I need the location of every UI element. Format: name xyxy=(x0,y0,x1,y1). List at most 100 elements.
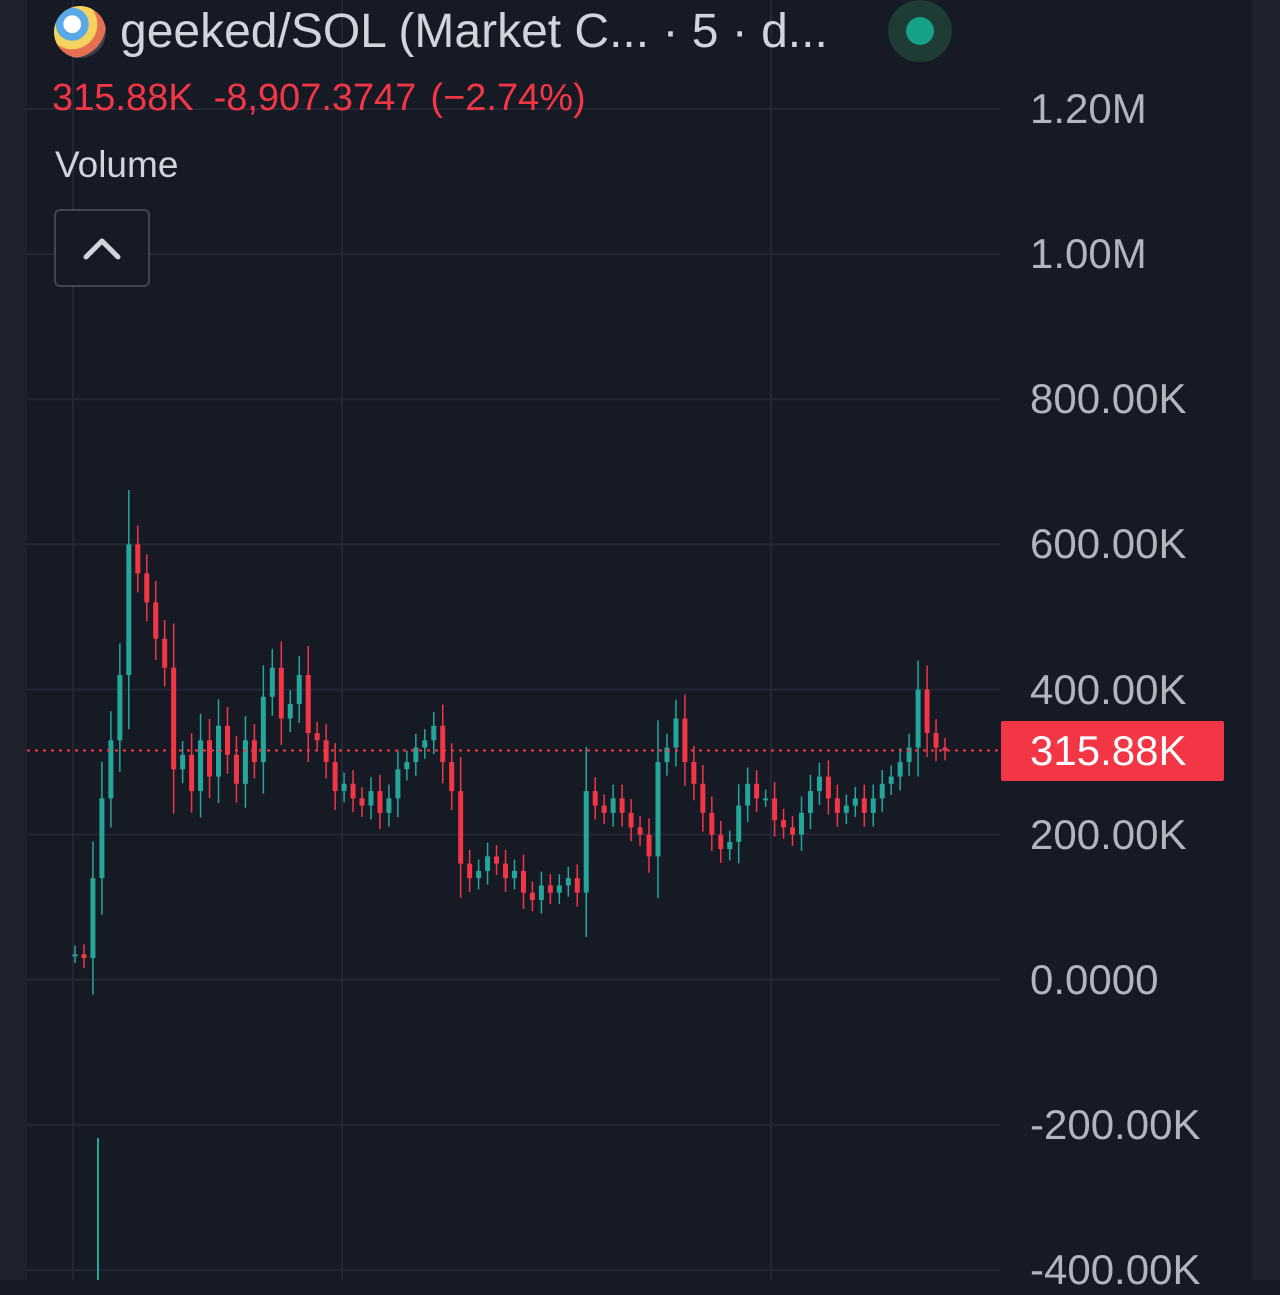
candle xyxy=(305,645,311,763)
candle xyxy=(467,849,473,892)
candle xyxy=(449,743,455,810)
candle xyxy=(888,765,894,796)
ohlc-legend: 315.88K -8,907.3747 (−2.74%) xyxy=(52,70,606,126)
candle xyxy=(583,746,589,937)
candle xyxy=(99,761,105,915)
candle xyxy=(556,874,562,904)
candle xyxy=(529,881,535,912)
candle xyxy=(81,944,87,968)
candle xyxy=(207,718,213,798)
candle xyxy=(198,713,204,818)
token-avatar-icon xyxy=(54,6,106,58)
candle xyxy=(108,711,114,828)
candle xyxy=(637,816,643,846)
candle xyxy=(404,750,410,781)
candle xyxy=(350,770,356,813)
candle xyxy=(538,871,544,914)
candle xyxy=(673,699,679,767)
candle xyxy=(700,764,706,832)
candle xyxy=(314,721,320,752)
candle xyxy=(278,641,284,746)
candle xyxy=(153,581,159,661)
candle xyxy=(906,733,912,776)
candle xyxy=(646,818,652,873)
candle xyxy=(861,784,867,827)
price-axis-label: 800.00K xyxy=(1030,375,1187,423)
candle xyxy=(915,660,921,777)
candle xyxy=(781,808,787,839)
price-axis-label: 600.00K xyxy=(1030,520,1187,568)
candle xyxy=(162,619,168,687)
candle xyxy=(520,854,526,910)
candle xyxy=(565,866,571,897)
candle xyxy=(368,777,374,820)
legend-change-percent: (−2.74%) xyxy=(430,77,586,119)
candle xyxy=(834,784,840,827)
candle xyxy=(843,794,849,825)
candle xyxy=(691,745,697,801)
candle xyxy=(233,735,239,803)
price-axis-label: 200.00K xyxy=(1030,810,1187,858)
candle xyxy=(592,777,598,820)
candle xyxy=(763,789,769,808)
price-axis-label: 0.0000 xyxy=(1030,955,1159,1003)
candle xyxy=(736,784,742,864)
candle xyxy=(422,729,428,759)
candle xyxy=(664,733,670,776)
left-edge-panel xyxy=(0,0,27,1280)
candle xyxy=(772,782,778,837)
candle xyxy=(135,525,141,593)
candle xyxy=(494,845,500,875)
candle xyxy=(458,756,464,898)
right-edge-panel xyxy=(1252,0,1280,1280)
candle xyxy=(924,665,930,757)
candle xyxy=(126,489,132,730)
candle xyxy=(745,767,751,822)
candle xyxy=(628,799,634,842)
legend-change: -8,907.3747 xyxy=(213,77,417,119)
candle xyxy=(395,750,401,818)
candle xyxy=(332,743,338,810)
candle xyxy=(251,723,257,779)
collapse-legend-button[interactable] xyxy=(54,209,150,287)
candle xyxy=(754,770,760,813)
candle xyxy=(790,816,796,846)
candle xyxy=(269,648,275,716)
candle xyxy=(852,787,858,817)
candle xyxy=(879,770,885,813)
last-price-tag: 315.88K xyxy=(1001,721,1224,781)
candle xyxy=(511,859,517,890)
candle xyxy=(431,711,437,755)
candle xyxy=(171,623,177,814)
candle xyxy=(709,796,715,851)
price-axis-label: 400.00K xyxy=(1030,665,1187,713)
candle xyxy=(377,774,383,830)
candle xyxy=(72,945,78,964)
candle xyxy=(117,643,123,772)
candle xyxy=(942,737,948,761)
chart-title[interactable]: geeked/SOL (Market C... · 5 · d... xyxy=(120,5,828,58)
legend-price: 315.88K xyxy=(52,77,194,119)
candle xyxy=(682,694,688,787)
price-axis-label: 1.00M xyxy=(1030,230,1147,278)
candle xyxy=(287,690,293,733)
volume-indicator-label[interactable]: Volume xyxy=(55,144,179,185)
candle xyxy=(189,733,195,813)
candle xyxy=(825,760,831,815)
candle xyxy=(359,787,365,817)
candle xyxy=(718,820,724,863)
candlestick-series xyxy=(72,489,948,995)
candle xyxy=(180,741,186,784)
market-status-indicator[interactable] xyxy=(888,0,952,62)
candle xyxy=(610,784,616,827)
candle xyxy=(224,706,230,774)
candle xyxy=(807,774,813,830)
candle xyxy=(413,733,419,776)
candle xyxy=(727,830,733,861)
candle xyxy=(242,716,248,808)
candle xyxy=(601,794,607,825)
candle xyxy=(440,704,446,784)
candle xyxy=(341,772,347,803)
market-open-dot-icon xyxy=(906,17,934,45)
